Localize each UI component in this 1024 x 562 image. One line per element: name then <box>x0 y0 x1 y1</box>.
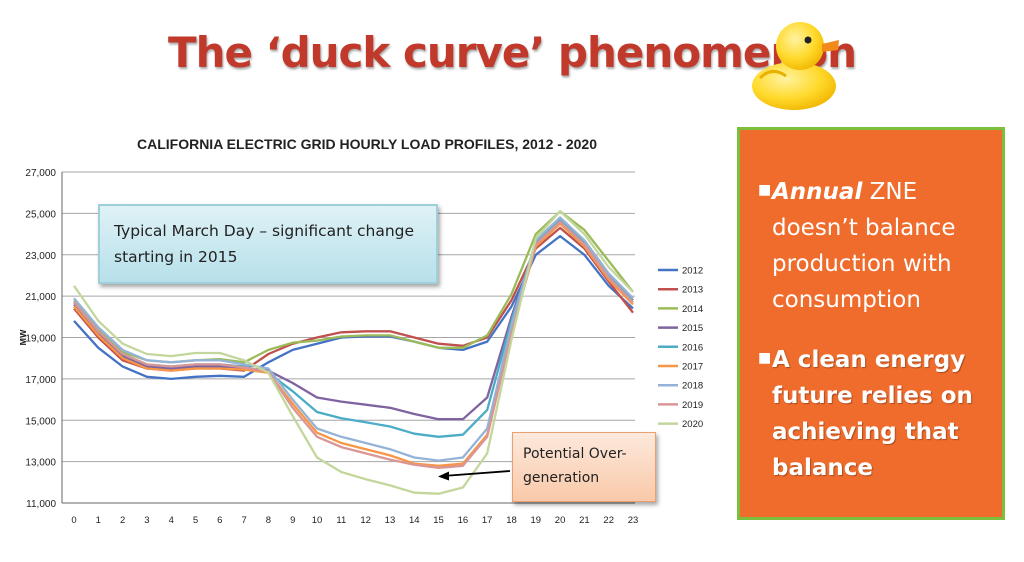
x-tick-label: 22 <box>603 515 614 526</box>
bullet-body: ZNE doesn’t balance production with cons… <box>772 179 956 313</box>
bullet-square-icon: ■ <box>758 350 772 366</box>
bullet-text: A clean energy future relies on achievin… <box>772 347 973 481</box>
y-tick-label: 23,000 <box>25 251 56 262</box>
y-tick-label: 27,000 <box>25 168 56 179</box>
x-tick-label: 17 <box>482 515 493 526</box>
slide-title: The ‘duck curve’ phenomenon <box>167 28 857 77</box>
legend-label-2012: 2012 <box>682 266 703 277</box>
x-tick-label: 18 <box>506 515 517 526</box>
x-tick-label: 13 <box>385 515 396 526</box>
x-tick-label: 4 <box>169 515 174 526</box>
x-tick-label: 19 <box>530 515 541 526</box>
bullet-clean-energy: ■ A clean energy future relies on achiev… <box>758 342 988 486</box>
x-tick-label: 3 <box>144 515 149 526</box>
x-tick-label: 10 <box>312 515 323 526</box>
y-tick-label: 25,000 <box>25 209 56 220</box>
y-tick-label: 13,000 <box>25 458 56 469</box>
x-tick-label: 21 <box>579 515 590 526</box>
legend-label-2014: 2014 <box>682 304 703 315</box>
x-tick-label: 8 <box>266 515 271 526</box>
series-line-2017 <box>73 222 634 467</box>
x-tick-label: 6 <box>217 515 222 526</box>
key-points-panel: ■ Annual ZNE doesn’t balance production … <box>737 127 1005 520</box>
y-tick-label: 21,000 <box>25 292 56 303</box>
bullet-text: Annual ZNE doesn’t balance production wi… <box>772 174 988 318</box>
y-axis-label: MW <box>20 329 28 345</box>
x-tick-label: 11 <box>336 515 346 526</box>
overgen-arrow-head <box>438 471 449 481</box>
march-day-callout: Typical March Day – significant change s… <box>98 204 438 284</box>
bullet-emphasis: Annual <box>772 179 863 205</box>
y-tick-label: 15,000 <box>25 416 56 427</box>
x-tick-label: 7 <box>241 515 246 526</box>
x-tick-label: 0 <box>71 515 76 526</box>
legend-label-2017: 2017 <box>682 362 703 373</box>
x-tick-label: 14 <box>409 515 420 526</box>
x-tick-label: 20 <box>555 515 566 526</box>
y-tick-label: 11,000 <box>26 499 56 510</box>
rubber-duck-icon <box>752 22 839 110</box>
x-tick-label: 12 <box>360 515 371 526</box>
legend-label-2020: 2020 <box>682 419 703 430</box>
y-tick-label: 17,000 <box>25 375 56 386</box>
x-tick-label: 5 <box>193 515 198 526</box>
legend-label-2019: 2019 <box>682 400 703 411</box>
x-tick-label: 23 <box>628 515 639 526</box>
series-line-2018 <box>73 216 634 462</box>
bullet-square-icon: ■ <box>758 182 772 198</box>
overgeneration-callout: Potential Over-generation <box>512 432 656 502</box>
legend-label-2015: 2015 <box>682 323 703 334</box>
x-tick-label: 9 <box>290 515 295 526</box>
legend-label-2018: 2018 <box>682 381 703 392</box>
series-line-2019 <box>73 220 634 469</box>
y-tick-label: 19,000 <box>25 334 56 345</box>
x-tick-label: 2 <box>120 515 125 526</box>
chart-title: CALIFORNIA ELECTRIC GRID HOURLY LOAD PRO… <box>136 136 597 152</box>
overgen-arrow-line <box>442 470 511 477</box>
series-line-2020 <box>73 210 634 495</box>
x-tick-label: 16 <box>458 515 469 526</box>
x-tick-label: 1 <box>96 515 101 526</box>
legend-label-2016: 2016 <box>682 342 703 353</box>
bullet-annual-zne: ■ Annual ZNE doesn’t balance production … <box>758 174 988 318</box>
legend-label-2013: 2013 <box>682 285 703 296</box>
x-tick-label: 15 <box>433 515 444 526</box>
